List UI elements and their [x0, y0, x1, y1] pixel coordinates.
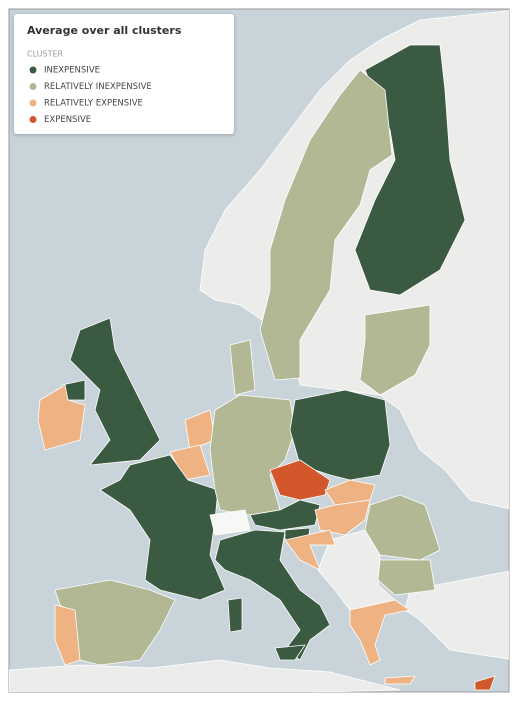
country: [364, 494, 441, 561]
country: [289, 389, 391, 481]
country: [209, 394, 296, 516]
legend-label: EXPENSIVE: [44, 115, 91, 125]
country: [274, 644, 306, 661]
legend-title: Average over all clusters: [27, 24, 182, 37]
legend-label: RELATIVELY EXPENSIVE: [44, 99, 143, 109]
country: [314, 499, 371, 536]
country: [229, 339, 256, 396]
legend-swatch: [29, 66, 37, 74]
land: [9, 659, 401, 692]
country: [269, 459, 331, 501]
country: [474, 675, 496, 691]
country: [54, 604, 81, 666]
legend-swatch: [29, 99, 37, 107]
legend: Average over all clusters CLUSTER INEXPE…: [14, 14, 234, 134]
country: [284, 529, 336, 571]
basemap: [9, 10, 509, 692]
country: [377, 559, 436, 596]
country: [214, 529, 331, 661]
country: [37, 384, 86, 451]
country: [99, 454, 226, 601]
legend-swatch: [29, 116, 37, 123]
country: [69, 317, 161, 466]
legend-label: INEXPENSIVE: [44, 66, 100, 76]
legend-label: RELATIVELY INEXPENSIVE: [44, 82, 152, 92]
country: [259, 69, 393, 381]
land: [209, 509, 251, 536]
legend-swatch: [29, 83, 37, 90]
legend-heading: CLUSTER: [27, 50, 64, 59]
country: [359, 304, 431, 396]
country: [324, 479, 376, 506]
country: [227, 597, 243, 633]
legend-panel: [14, 14, 234, 134]
country: [384, 675, 416, 685]
country: [349, 599, 411, 666]
